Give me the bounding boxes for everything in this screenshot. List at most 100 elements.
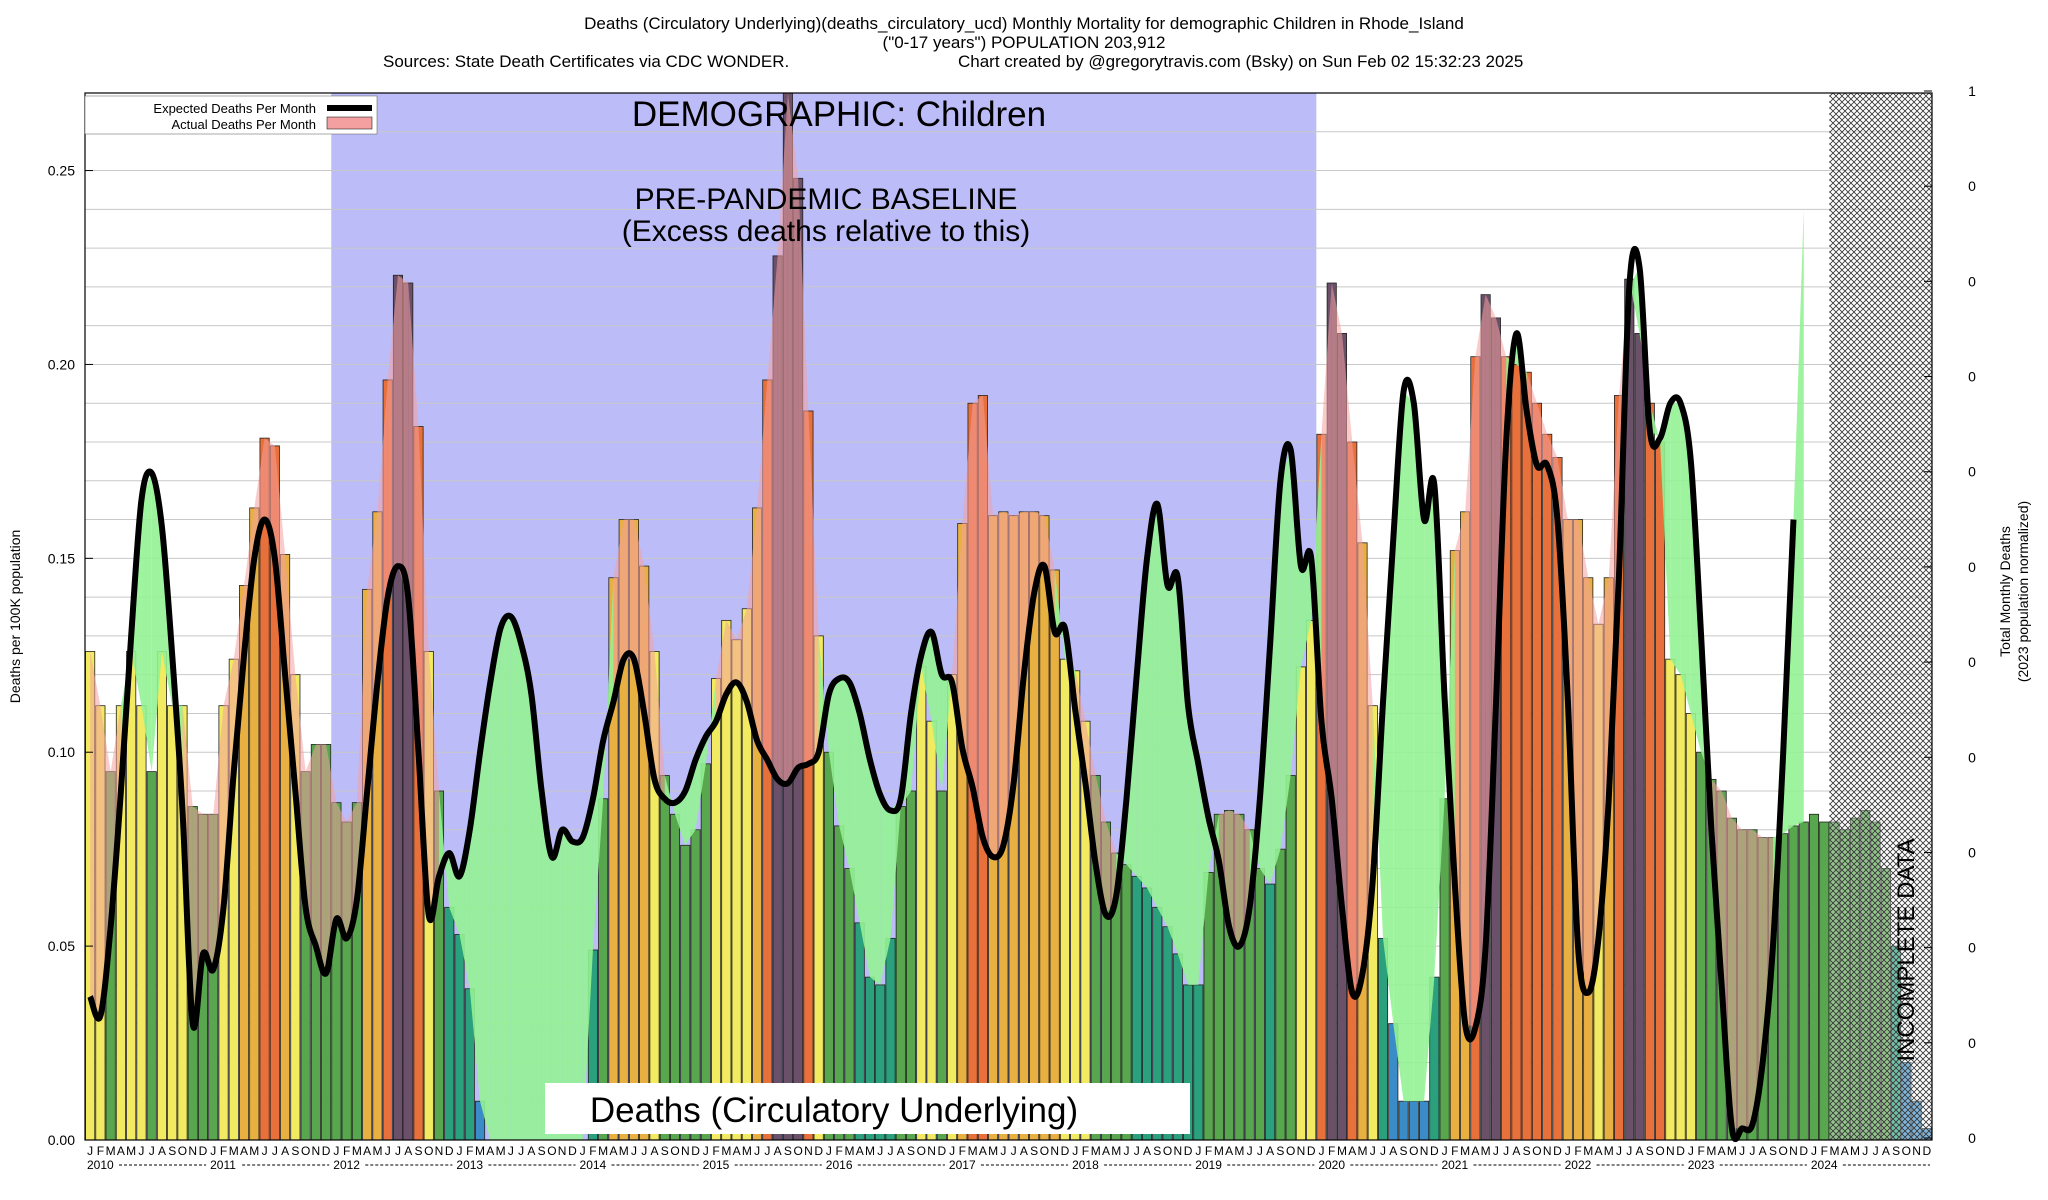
deficit-fill	[941, 674, 953, 791]
month-tick-label: N	[927, 1144, 936, 1158]
year-label: 2021	[1441, 1158, 1468, 1172]
month-tick-label: O	[178, 1144, 187, 1158]
excess-fill	[387, 275, 398, 598]
month-tick-label: N	[1420, 1144, 1429, 1158]
month-tick-label: M	[1111, 1144, 1121, 1158]
deficit-fill	[1793, 209, 1804, 826]
month-tick-label: F	[1821, 1144, 1828, 1158]
month-tick-label: O	[1779, 1144, 1788, 1158]
actual-bar	[1696, 751, 1707, 1141]
month-tick-label: D	[814, 1144, 823, 1158]
month-tick-label: O	[670, 1144, 679, 1158]
month-tick-label: M	[106, 1144, 116, 1158]
excess-fill	[993, 511, 1004, 857]
deficit-fill	[1701, 635, 1712, 830]
axes: 0.00 0.05 0.10 0.15 0.20 0.25 1 0 0 0 0 0 0 0 0 0 0 0 Deat…	[7, 83, 2031, 1172]
deficit-fill	[1393, 391, 1404, 1102]
excess-fill	[1465, 356, 1476, 1028]
month-tick-label: F	[343, 1144, 350, 1158]
month-tick-label: J	[1380, 1144, 1386, 1158]
demographic-label: DEMOGRAPHIC: Children	[632, 95, 1046, 134]
excess-fill	[1331, 283, 1342, 908]
month-tick-label: F	[589, 1144, 596, 1158]
expected-deaths-line	[87, 246, 1797, 1143]
deficit-fill	[1188, 705, 1199, 985]
metric-label: Deaths (Circulatory Underlying)	[590, 1091, 1078, 1130]
deficit-fill	[572, 837, 583, 1140]
actual-bar	[1644, 402, 1655, 1141]
deficit-fill	[1424, 484, 1435, 1102]
month-tick-label: D	[1184, 1144, 1193, 1158]
month-tick-label: S	[1276, 1144, 1284, 1158]
actual-bar	[454, 934, 465, 1141]
expected-line	[87, 246, 1797, 1143]
deficit-fill	[890, 798, 901, 939]
month-tick-label: O	[1655, 1144, 1664, 1158]
month-tick-label: J	[949, 1144, 955, 1158]
month-tick-label: J	[580, 1144, 586, 1158]
month-tick-label: D	[691, 1144, 700, 1158]
year-label: 2019	[1195, 1158, 1222, 1172]
month-tick-label: N	[1912, 1144, 1921, 1158]
deficit-fill	[1157, 504, 1168, 927]
y2-tick-label: 0	[1968, 1130, 1976, 1146]
excess-fill	[1321, 283, 1332, 799]
excess-fill	[1752, 829, 1763, 1125]
actual-bar	[1655, 441, 1666, 1141]
deficit-fill	[500, 616, 511, 1140]
month-tick-label: A	[650, 1144, 658, 1158]
month-tick-label: J	[641, 1144, 647, 1158]
year-label: 2020	[1318, 1158, 1345, 1172]
month-tick-label: O	[424, 1144, 433, 1158]
excess-fill	[336, 802, 347, 939]
y2-tick-label: 0	[1968, 940, 1976, 956]
deficit-fill	[1147, 504, 1158, 908]
month-tick-label: J	[703, 1144, 709, 1158]
excess-fill	[203, 814, 214, 970]
excess-fill	[326, 744, 337, 974]
excess-fill	[1341, 333, 1353, 993]
month-tick-label: S	[661, 1144, 669, 1158]
month-tick-label: J	[1124, 1144, 1130, 1158]
actual-bar	[1819, 821, 1830, 1141]
month-tick-label: J	[1370, 1144, 1376, 1158]
actual-bar	[1059, 658, 1070, 1141]
month-tick-label: J	[1616, 1144, 1622, 1158]
deficit-fill	[562, 829, 573, 1140]
month-tick-label: D	[1430, 1144, 1439, 1158]
excess-fill	[1003, 511, 1014, 846]
month-tick-label: M	[1727, 1144, 1737, 1158]
excess-fill	[1731, 818, 1743, 1129]
month-tick-label: A	[1225, 1144, 1233, 1158]
excess-fill	[777, 93, 788, 784]
y-tick-label: 0.00	[48, 1132, 75, 1148]
month-tick-label: D	[445, 1144, 454, 1158]
actual-bar	[711, 678, 722, 1141]
excess-fill	[1013, 511, 1024, 784]
excess-fill	[787, 93, 799, 784]
excess-fill	[1362, 542, 1373, 974]
month-tick-label: J	[1072, 1144, 1078, 1158]
y2-axis-sublabel: (2023 population normalized)	[2015, 501, 2031, 682]
month-tick-label: M	[1091, 1144, 1101, 1158]
month-tick-label: D	[322, 1144, 331, 1158]
y2-tick-label: 0	[1968, 844, 1976, 860]
excess-fill	[1095, 775, 1106, 916]
month-tick-label: A	[1882, 1144, 1890, 1158]
excess-fill	[1536, 403, 1548, 466]
month-tick-label: M	[1460, 1144, 1470, 1158]
actual-bar	[926, 720, 937, 1141]
month-tick-label: S	[291, 1144, 299, 1158]
month-tick-label: M	[1706, 1144, 1716, 1158]
month-tick-label: A	[363, 1144, 371, 1158]
month-tick-label: N	[1543, 1144, 1552, 1158]
actual-bar	[1398, 1100, 1409, 1141]
y2-tick-label: 0	[1968, 559, 1976, 575]
legend-expected-label: Expected Deaths Per Month	[153, 101, 316, 116]
excess-fill	[1762, 837, 1773, 1063]
month-tick-label: J	[764, 1144, 770, 1158]
month-tick-label: A	[281, 1144, 289, 1158]
month-tick-label: M	[352, 1144, 362, 1158]
month-tick-label: A	[609, 1144, 617, 1158]
y2-axis-label: Total Monthly Deaths	[1997, 526, 2013, 657]
